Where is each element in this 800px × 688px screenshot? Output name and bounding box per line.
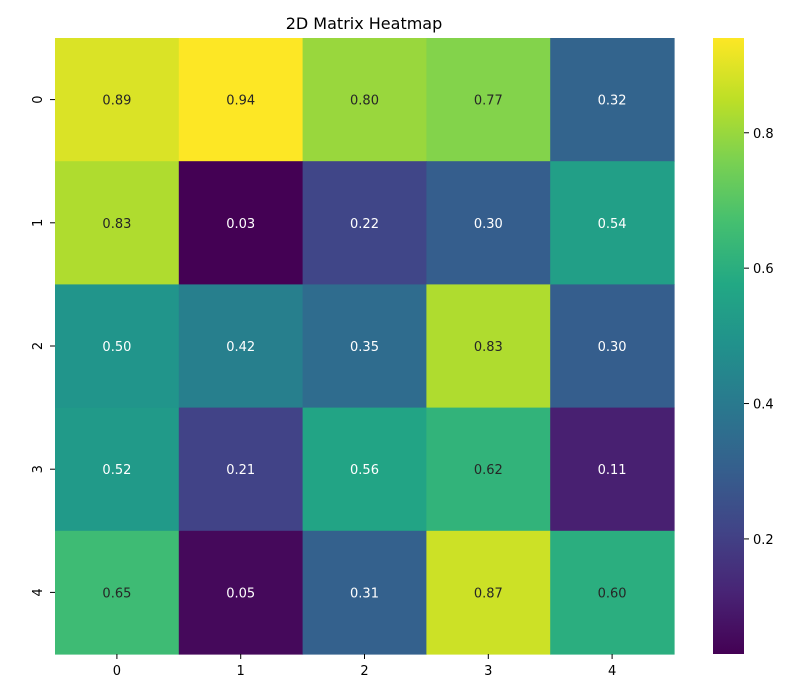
colorbar xyxy=(713,38,744,654)
heatmap-cell-r4-c4 xyxy=(550,530,675,655)
heatmap-cell-r4-c1 xyxy=(178,530,304,655)
heatmap-cell-r0-c0 xyxy=(55,38,180,162)
heatmap-cell-r1-c2 xyxy=(302,161,427,285)
heatmap-cell-r3-c4 xyxy=(550,407,675,532)
y-tick-label: 3 xyxy=(31,465,46,473)
heatmap-cell-r0-c4 xyxy=(550,38,675,162)
cell-value-label: 0.32 xyxy=(598,94,627,109)
heatmap-cell-r2-c0 xyxy=(55,284,180,409)
heatmap-cell-r3-c2 xyxy=(302,407,427,532)
colorbar-tick-label: 0.2 xyxy=(753,533,774,548)
heatmap-cell-r2-c3 xyxy=(426,284,551,409)
cell-value-label: 0.60 xyxy=(598,586,627,601)
colorbar-tick-label: 0.4 xyxy=(753,398,774,413)
cell-value-label: 0.50 xyxy=(102,340,131,355)
heatmap-cells: 0.89 0.94 0.80 0.77 0.32 0.83 0.03 0.22 0.30 0.54… xyxy=(55,38,675,655)
x-tick-label: 4 xyxy=(608,664,616,679)
y-tick-label: 0 xyxy=(31,95,46,103)
heatmap-cell-r4-c3 xyxy=(426,530,551,655)
y-tick-label: 2 xyxy=(31,342,46,350)
colorbar-axis: 0.2 0.4 0.6 0.8 xyxy=(744,127,774,548)
heatmap-cell-r4-c0 xyxy=(55,530,180,655)
heatmap-cell-r3-c1 xyxy=(178,407,304,532)
heatmap-cell-r0-c3 xyxy=(426,38,551,162)
cell-value-label: 0.22 xyxy=(350,217,379,232)
cell-value-label: 0.03 xyxy=(226,217,255,232)
heatmap-cell-r0-c1 xyxy=(178,38,304,162)
cell-value-label: 0.31 xyxy=(350,586,379,601)
heatmap-cell-r2-c4 xyxy=(550,284,675,409)
cell-value-label: 0.94 xyxy=(226,94,255,109)
cell-value-label: 0.65 xyxy=(102,586,131,601)
y-tick-label: 4 xyxy=(31,588,46,596)
cell-value-label: 0.89 xyxy=(102,94,131,109)
cell-value-label: 0.05 xyxy=(226,586,255,601)
cell-value-label: 0.77 xyxy=(474,94,503,109)
cell-value-label: 0.21 xyxy=(226,463,255,478)
cell-value-label: 0.11 xyxy=(598,463,627,478)
x-tick-label: 3 xyxy=(484,664,492,679)
cell-value-label: 0.62 xyxy=(474,463,503,478)
cell-value-label: 0.54 xyxy=(598,217,627,232)
x-tick-label: 2 xyxy=(360,664,368,679)
cell-value-label: 0.80 xyxy=(350,94,379,109)
colorbar-tick-label: 0.8 xyxy=(753,127,774,142)
heatmap-cell-r3-c3 xyxy=(426,407,551,532)
chart-title: 2D Matrix Heatmap xyxy=(286,14,443,33)
cell-value-label: 0.35 xyxy=(350,340,379,355)
heatmap-cell-r3-c0 xyxy=(55,407,180,532)
heatmap-cell-r0-c2 xyxy=(302,38,427,162)
heatmap-cell-r1-c3 xyxy=(426,161,551,285)
heatmap-cell-r4-c2 xyxy=(302,530,427,655)
heatmap-cell-r1-c1 xyxy=(178,161,304,285)
colorbar-tick-label: 0.6 xyxy=(753,262,774,277)
heatmap-cell-r2-c1 xyxy=(178,284,304,409)
cell-value-label: 0.83 xyxy=(474,340,503,355)
heatmap-cell-r1-c0 xyxy=(55,161,180,285)
cell-value-label: 0.56 xyxy=(350,463,379,478)
cell-value-label: 0.87 xyxy=(474,586,503,601)
heatmap-cell-r1-c4 xyxy=(550,161,675,285)
cell-value-label: 0.83 xyxy=(102,217,131,232)
cell-value-label: 0.30 xyxy=(474,217,503,232)
heatmap-cell-r2-c2 xyxy=(302,284,427,409)
y-tick-label: 1 xyxy=(31,219,46,227)
x-tick-label: 0 xyxy=(113,664,121,679)
x-tick-label: 1 xyxy=(237,664,245,679)
cell-value-label: 0.42 xyxy=(226,340,255,355)
y-axis: 0 1 2 3 4 xyxy=(31,95,55,597)
x-axis: 0 1 2 3 4 xyxy=(113,654,616,679)
cell-value-label: 0.52 xyxy=(102,463,131,478)
cell-value-label: 0.30 xyxy=(598,340,627,355)
